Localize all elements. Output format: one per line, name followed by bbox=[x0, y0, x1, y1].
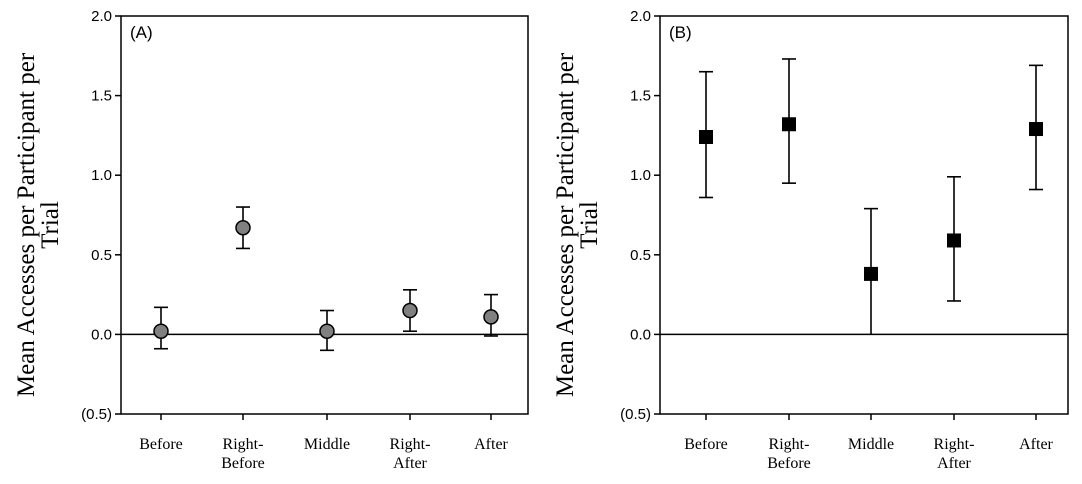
x-category-label-line: Right- bbox=[390, 436, 431, 453]
x-category-label: Right- After bbox=[390, 436, 431, 472]
y-tick-label: 1.5 bbox=[630, 88, 651, 105]
data-point bbox=[319, 323, 335, 339]
y-tick-label: 2.0 bbox=[630, 8, 651, 25]
x-category-label: After bbox=[474, 436, 508, 453]
y-tick-label: 0.5 bbox=[91, 247, 112, 264]
data-point bbox=[864, 266, 878, 281]
y-tick-label: 1.0 bbox=[91, 167, 112, 184]
panel-label: (A) bbox=[130, 23, 153, 42]
x-category-label: Middle bbox=[848, 436, 894, 453]
x-category-label: Right- After bbox=[934, 436, 975, 472]
x-category-label: Before bbox=[139, 436, 183, 453]
x-category-label-line: Right- bbox=[769, 436, 810, 453]
y-axis-label: Mean Accesses per Participant perTrial bbox=[552, 52, 603, 397]
panel-label: (B) bbox=[669, 23, 692, 42]
data-point bbox=[235, 219, 251, 236]
plot-frame bbox=[120, 15, 529, 415]
y-axis-label-line: Trial bbox=[37, 201, 64, 249]
y-tick-label: 1.5 bbox=[91, 88, 112, 105]
x-category-label-line: Before bbox=[221, 455, 265, 472]
x-category-label-line: Right- bbox=[934, 436, 975, 453]
data-point bbox=[402, 302, 418, 319]
y-tick-label: 1.0 bbox=[630, 167, 651, 184]
y-tick-label: 0.0 bbox=[91, 326, 112, 343]
y-tick-label: (0.5) bbox=[620, 406, 651, 423]
panel-b: 2.0 1.5 1.0 0.5 0.0 (0.5) Before Right- Before Mi… bbox=[552, 8, 1069, 472]
x-category-label-line: After bbox=[393, 455, 427, 472]
data-point bbox=[699, 129, 713, 144]
y-tick-label: 0.0 bbox=[630, 326, 651, 343]
data-point bbox=[483, 309, 499, 325]
x-category-label-line: Middle bbox=[304, 436, 350, 453]
x-category-label: Right- Before bbox=[767, 436, 811, 472]
y-axis-label: Mean Accesses per Participant perTrial bbox=[13, 52, 64, 397]
x-category-label-line: Before bbox=[767, 455, 811, 472]
data-point bbox=[947, 233, 961, 248]
x-category-label-line: Right- bbox=[223, 436, 264, 453]
x-category-label-line: After bbox=[1019, 436, 1053, 453]
x-category-label: Before bbox=[684, 436, 728, 453]
panel-a: 2.0 1.5 1.0 0.5 0.0 (0.5) Before Right- Before Mi… bbox=[13, 8, 529, 472]
plot-frame bbox=[659, 15, 1069, 415]
x-category-label-line: After bbox=[474, 436, 508, 453]
x-category-label-line: After bbox=[937, 455, 971, 472]
y-axis-label-line: Trial bbox=[576, 201, 603, 249]
x-category-label-line: Before bbox=[139, 436, 183, 453]
x-category-label-line: Before bbox=[684, 436, 728, 453]
y-tick-label: 0.5 bbox=[630, 247, 651, 264]
x-category-label: Middle bbox=[304, 436, 350, 453]
data-point bbox=[782, 117, 796, 132]
y-tick-label: 2.0 bbox=[91, 8, 112, 25]
data-point bbox=[153, 323, 169, 339]
x-category-label-line: Middle bbox=[848, 436, 894, 453]
y-axis-label-line: Mean Accesses per Participant per bbox=[552, 52, 579, 397]
x-category-label: After bbox=[1019, 436, 1053, 453]
x-category-label: Right- Before bbox=[221, 436, 265, 472]
y-tick-label: (0.5) bbox=[81, 406, 112, 423]
y-axis-label-line: Mean Accesses per Participant per bbox=[13, 52, 40, 397]
data-point bbox=[1029, 122, 1043, 137]
